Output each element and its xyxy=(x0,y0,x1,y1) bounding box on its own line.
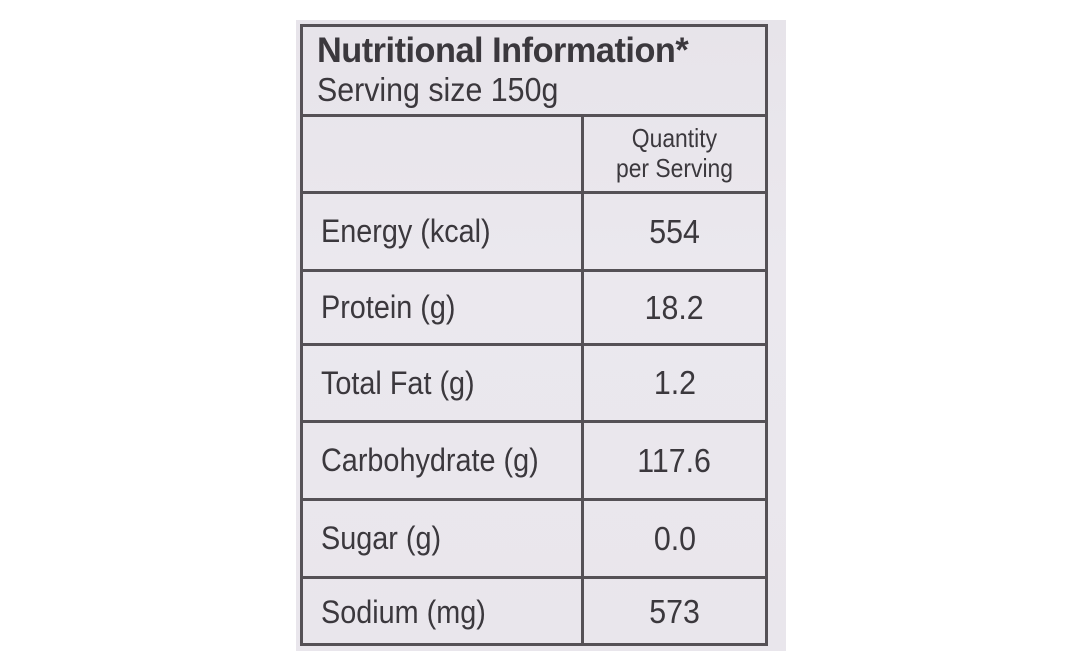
table-row: Sugar (g) 0.0 xyxy=(303,501,765,579)
nutrient-value: 18.2 xyxy=(644,288,705,326)
table-row: Protein (g) 18.2 xyxy=(303,272,765,346)
nutrient-value: 0.0 xyxy=(653,519,696,557)
nutrient-value: 1.2 xyxy=(653,364,696,401)
nutrient-name: Total Fat (g) xyxy=(303,346,584,420)
nutrient-value: 573 xyxy=(649,593,700,630)
nutrient-name: Energy (kcal) xyxy=(303,194,584,269)
table-row: Total Fat (g) 1.2 xyxy=(303,346,765,423)
table-header-row: Quantity per Serving xyxy=(303,114,765,194)
nutrient-value: 117.6 xyxy=(637,441,712,479)
serving-size: Serving size 150g xyxy=(317,71,559,108)
table-row: Energy (kcal) 554 xyxy=(303,194,765,272)
nutrient-value: 554 xyxy=(649,212,700,250)
nutrient-name: Sugar (g) xyxy=(303,501,584,576)
blank-header-cell xyxy=(303,114,584,191)
table-row: Sodium (mg) 573 xyxy=(303,579,765,645)
quantity-column-header: Quantity per Serving xyxy=(584,114,765,191)
nutrition-panel: Nutritional Information* Serving size 15… xyxy=(300,24,768,646)
nutrient-name: Carbohydrate (g) xyxy=(303,423,584,498)
column-header-line1: Quantity xyxy=(631,122,718,153)
column-header-line2: per Serving xyxy=(615,152,734,183)
nutrition-label-photo: Nutritional Information* Serving size 15… xyxy=(296,20,786,651)
nutrient-name: Protein (g) xyxy=(303,272,584,343)
nutrient-name: Sodium (mg) xyxy=(303,579,584,645)
table-row: Carbohydrate (g) 117.6 xyxy=(303,423,765,501)
label-title: Nutritional Information* xyxy=(317,31,689,70)
label-header: Nutritional Information* Serving size 15… xyxy=(303,27,765,117)
